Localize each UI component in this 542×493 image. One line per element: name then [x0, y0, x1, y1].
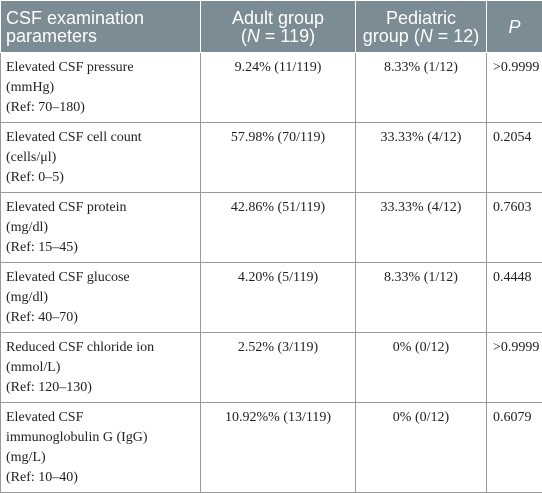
- table-body: Elevated CSF pressure (mmHg) (Ref: 70–18…: [1, 53, 542, 493]
- parameter-line: (Ref: 10–40): [6, 468, 194, 488]
- parameter-cell: Elevated CSF glucose (mg/dl) (Ref: 40–70…: [1, 263, 201, 333]
- parameter-line: Elevated CSF: [6, 408, 194, 428]
- parameter-line: (Ref: 40–70): [6, 308, 194, 328]
- header-adult-line1: Adult group: [207, 9, 349, 27]
- table-row: Elevated CSF protein (mg/dl) (Ref: 15–45…: [1, 193, 542, 263]
- adult-value-cell: 42.86% (51/119): [201, 193, 356, 263]
- p-value-cell: 0.7603: [487, 193, 542, 263]
- parameter-line: (mg/dl): [6, 218, 194, 238]
- header-adult-n: N: [247, 26, 260, 46]
- adult-value-cell: 9.24% (11/119): [201, 53, 356, 123]
- header-parameters-line2: parameters: [6, 27, 194, 45]
- adult-value-cell: 57.98% (70/119): [201, 123, 356, 193]
- parameter-line: Elevated CSF pressure: [6, 58, 194, 78]
- table-row: Reduced CSF chloride ion (mmol/L) (Ref: …: [1, 333, 542, 403]
- parameter-cell: Elevated CSF immunoglobulin G (IgG) (mg/…: [1, 403, 201, 493]
- parameter-line: Elevated CSF glucose: [6, 268, 194, 288]
- parameter-cell: Elevated CSF cell count (cells/μl) (Ref:…: [1, 123, 201, 193]
- pediatric-value-cell: 0% (0/12): [356, 333, 487, 403]
- p-value-cell: >0.9999: [487, 333, 542, 403]
- p-value-cell: 0.6079: [487, 403, 542, 493]
- parameter-line: (mg/dl): [6, 288, 194, 308]
- parameter-line: (Ref: 0–5): [6, 168, 194, 188]
- header-pediatric-prefix: group (: [363, 26, 420, 46]
- parameter-cell: Elevated CSF protein (mg/dl) (Ref: 15–45…: [1, 193, 201, 263]
- header-pediatric-n: N: [420, 26, 433, 46]
- header-pediatric-group: Pediatric group (N = 12): [356, 1, 487, 53]
- header-pediatric-count: = 12): [433, 26, 480, 46]
- parameter-line: (cells/μl): [6, 148, 194, 168]
- p-value-cell: >0.9999: [487, 53, 542, 123]
- pediatric-value-cell: 33.33% (4/12): [356, 123, 487, 193]
- header-pediatric-line2: group (N = 12): [362, 27, 480, 45]
- table-row: Elevated CSF immunoglobulin G (IgG) (mg/…: [1, 403, 542, 493]
- adult-value-cell: 2.52% (3/119): [201, 333, 356, 403]
- parameter-line: (mmHg): [6, 78, 194, 98]
- parameter-line: Reduced CSF chloride ion: [6, 338, 194, 358]
- table-row: Elevated CSF pressure (mmHg) (Ref: 70–18…: [1, 53, 542, 123]
- header-parameters: CSF examination parameters: [1, 1, 201, 53]
- parameter-cell: Elevated CSF pressure (mmHg) (Ref: 70–18…: [1, 53, 201, 123]
- header-adult-group: Adult group (N = 119): [201, 1, 356, 53]
- pediatric-value-cell: 8.33% (1/12): [356, 263, 487, 333]
- table-row: Elevated CSF glucose (mg/dl) (Ref: 40–70…: [1, 263, 542, 333]
- adult-value-cell: 10.92%% (13/119): [201, 403, 356, 493]
- parameter-line: Elevated CSF protein: [6, 198, 194, 218]
- p-value-cell: 0.2054: [487, 123, 542, 193]
- header-pediatric-line1: Pediatric: [362, 9, 480, 27]
- pediatric-value-cell: 8.33% (1/12): [356, 53, 487, 123]
- header-parameters-line1: CSF examination: [6, 9, 194, 27]
- parameter-cell: Reduced CSF chloride ion (mmol/L) (Ref: …: [1, 333, 201, 403]
- header-row: CSF examination parameters Adult group (…: [1, 1, 542, 53]
- parameter-line: (Ref: 70–180): [6, 98, 194, 118]
- parameter-line: (mmol/L): [6, 358, 194, 378]
- header-adult-count: = 119): [260, 26, 315, 46]
- adult-value-cell: 4.20% (5/119): [201, 263, 356, 333]
- parameter-line: (Ref: 120–130): [6, 378, 194, 398]
- pediatric-value-cell: 0% (0/12): [356, 403, 487, 493]
- parameter-line: Elevated CSF cell count: [6, 128, 194, 148]
- parameter-line: (mg/L): [6, 448, 194, 468]
- p-value-cell: 0.4448: [487, 263, 542, 333]
- parameter-line: immunoglobulin G (IgG): [6, 428, 194, 448]
- header-p-value: P: [487, 1, 542, 53]
- table-row: Elevated CSF cell count (cells/μl) (Ref:…: [1, 123, 542, 193]
- parameter-line: (Ref: 15–45): [6, 238, 194, 258]
- table-header: CSF examination parameters Adult group (…: [1, 1, 542, 53]
- pediatric-value-cell: 33.33% (4/12): [356, 193, 487, 263]
- header-adult-line2: (N = 119): [207, 27, 349, 45]
